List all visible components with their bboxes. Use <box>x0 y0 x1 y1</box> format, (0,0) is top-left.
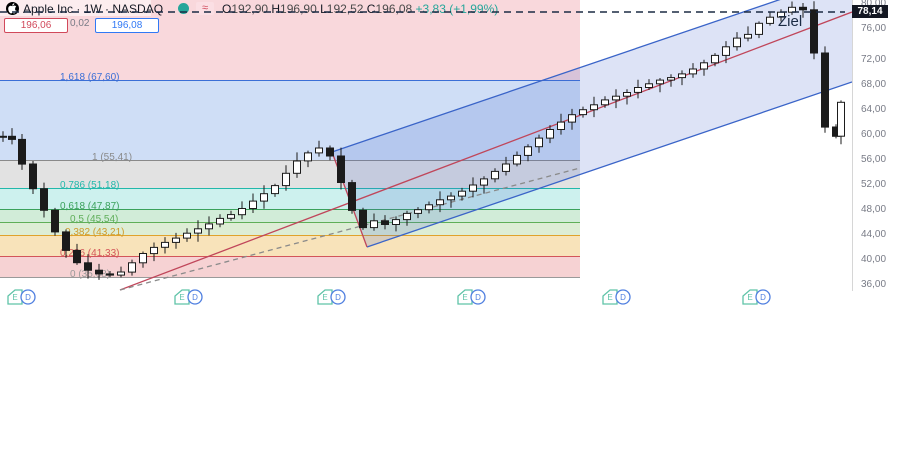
svg-text:E: E <box>747 293 752 302</box>
svg-text:E: E <box>179 293 184 302</box>
svg-text:E: E <box>462 293 467 302</box>
svg-text:D: D <box>475 293 481 302</box>
svg-text:D: D <box>25 293 31 302</box>
svg-text:D: D <box>760 293 766 302</box>
svg-text:E: E <box>12 293 17 302</box>
svg-text:D: D <box>335 293 341 302</box>
svg-text:D: D <box>620 293 626 302</box>
svg-text:E: E <box>607 293 612 302</box>
svg-text:E: E <box>322 293 327 302</box>
svg-text:D: D <box>192 293 198 302</box>
